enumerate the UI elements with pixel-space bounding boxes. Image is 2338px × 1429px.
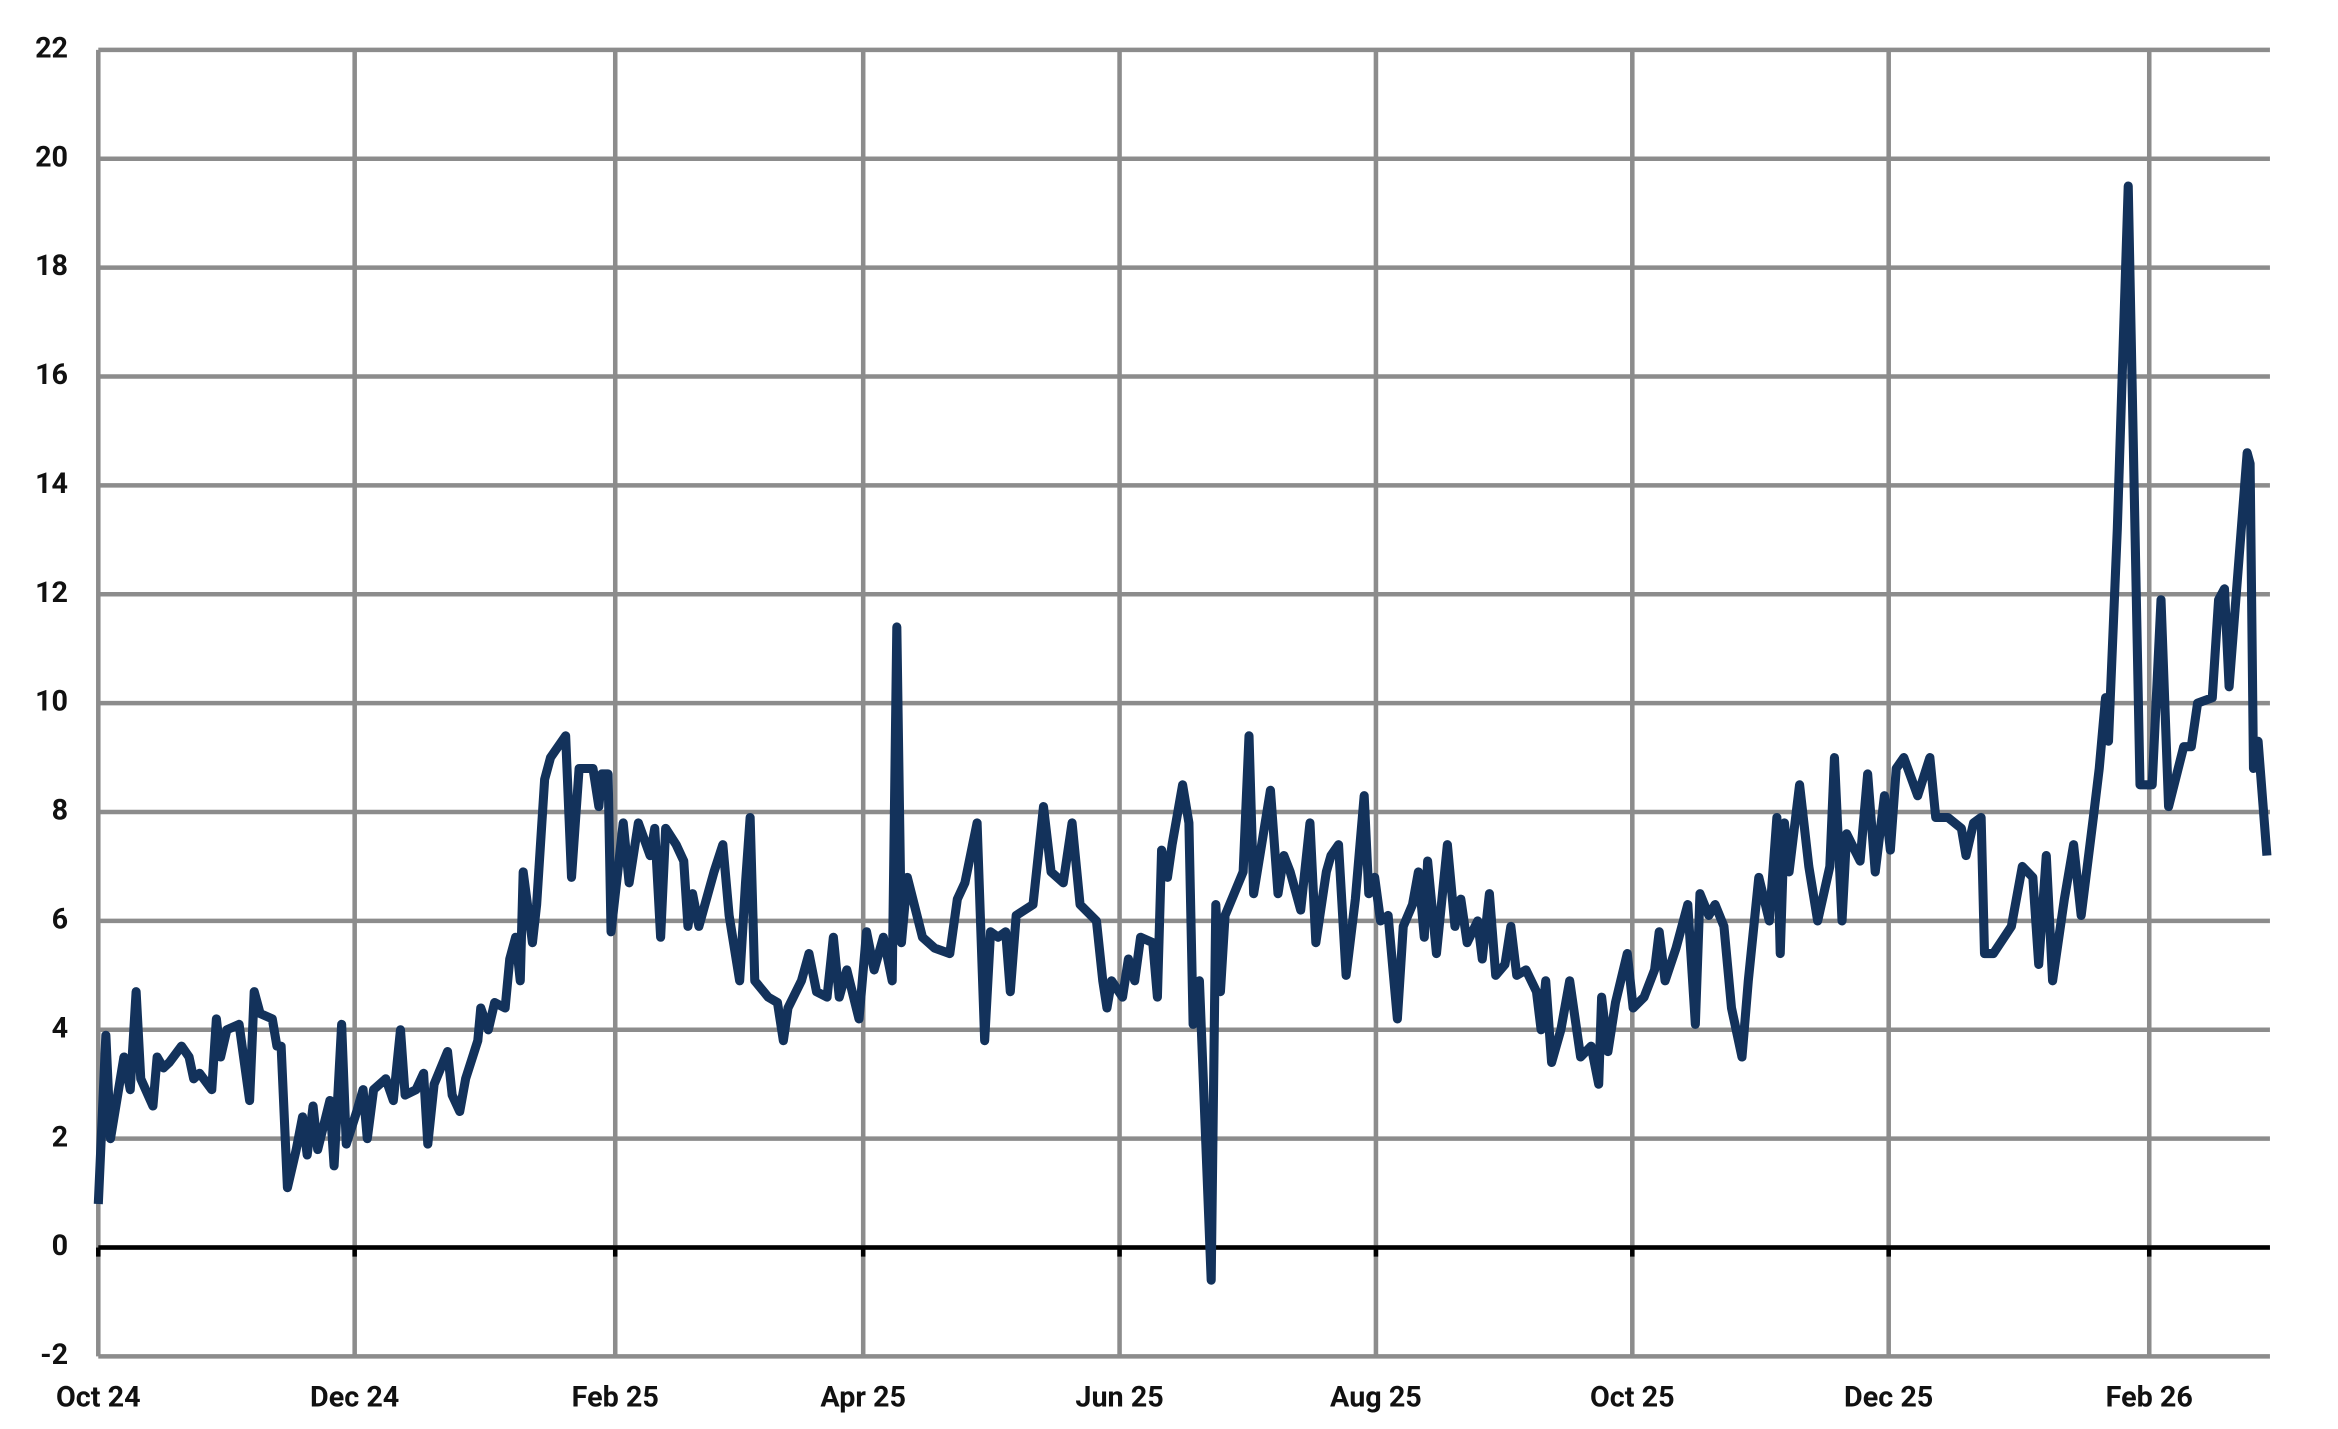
y-tick-label: 22	[35, 31, 68, 65]
y-tick-label: 18	[35, 249, 68, 283]
y-tick-label: 8	[52, 794, 68, 828]
y-tick-label: 0	[52, 1229, 68, 1263]
y-tick-label: 6	[52, 903, 68, 937]
y-tick-label: 10	[35, 685, 68, 719]
x-tick-label: Feb 26	[2106, 1380, 2193, 1414]
y-tick-label: 14	[35, 467, 68, 501]
x-tick-label: Aug 25	[1330, 1380, 1422, 1414]
y-tick-label: 20	[35, 140, 68, 174]
x-tick-label: Oct 25	[1590, 1380, 1675, 1414]
x-tick-label: Feb 25	[572, 1380, 659, 1414]
x-tick-label: Jun 25	[1075, 1380, 1163, 1414]
x-tick-label: Dec 24	[310, 1380, 399, 1414]
y-tick-label: 4	[52, 1011, 68, 1045]
x-tick-label: Oct 24	[56, 1380, 141, 1414]
y-tick-label: 2	[52, 1120, 68, 1154]
x-tick-label: Apr 25	[820, 1380, 906, 1414]
data-line	[93, 181, 2272, 1285]
y-tick-label: -2	[40, 1338, 68, 1372]
x-tick-label: Dec 25	[1844, 1380, 1933, 1414]
y-tick-label: 16	[35, 358, 68, 392]
y-tick-label: 12	[35, 576, 68, 610]
